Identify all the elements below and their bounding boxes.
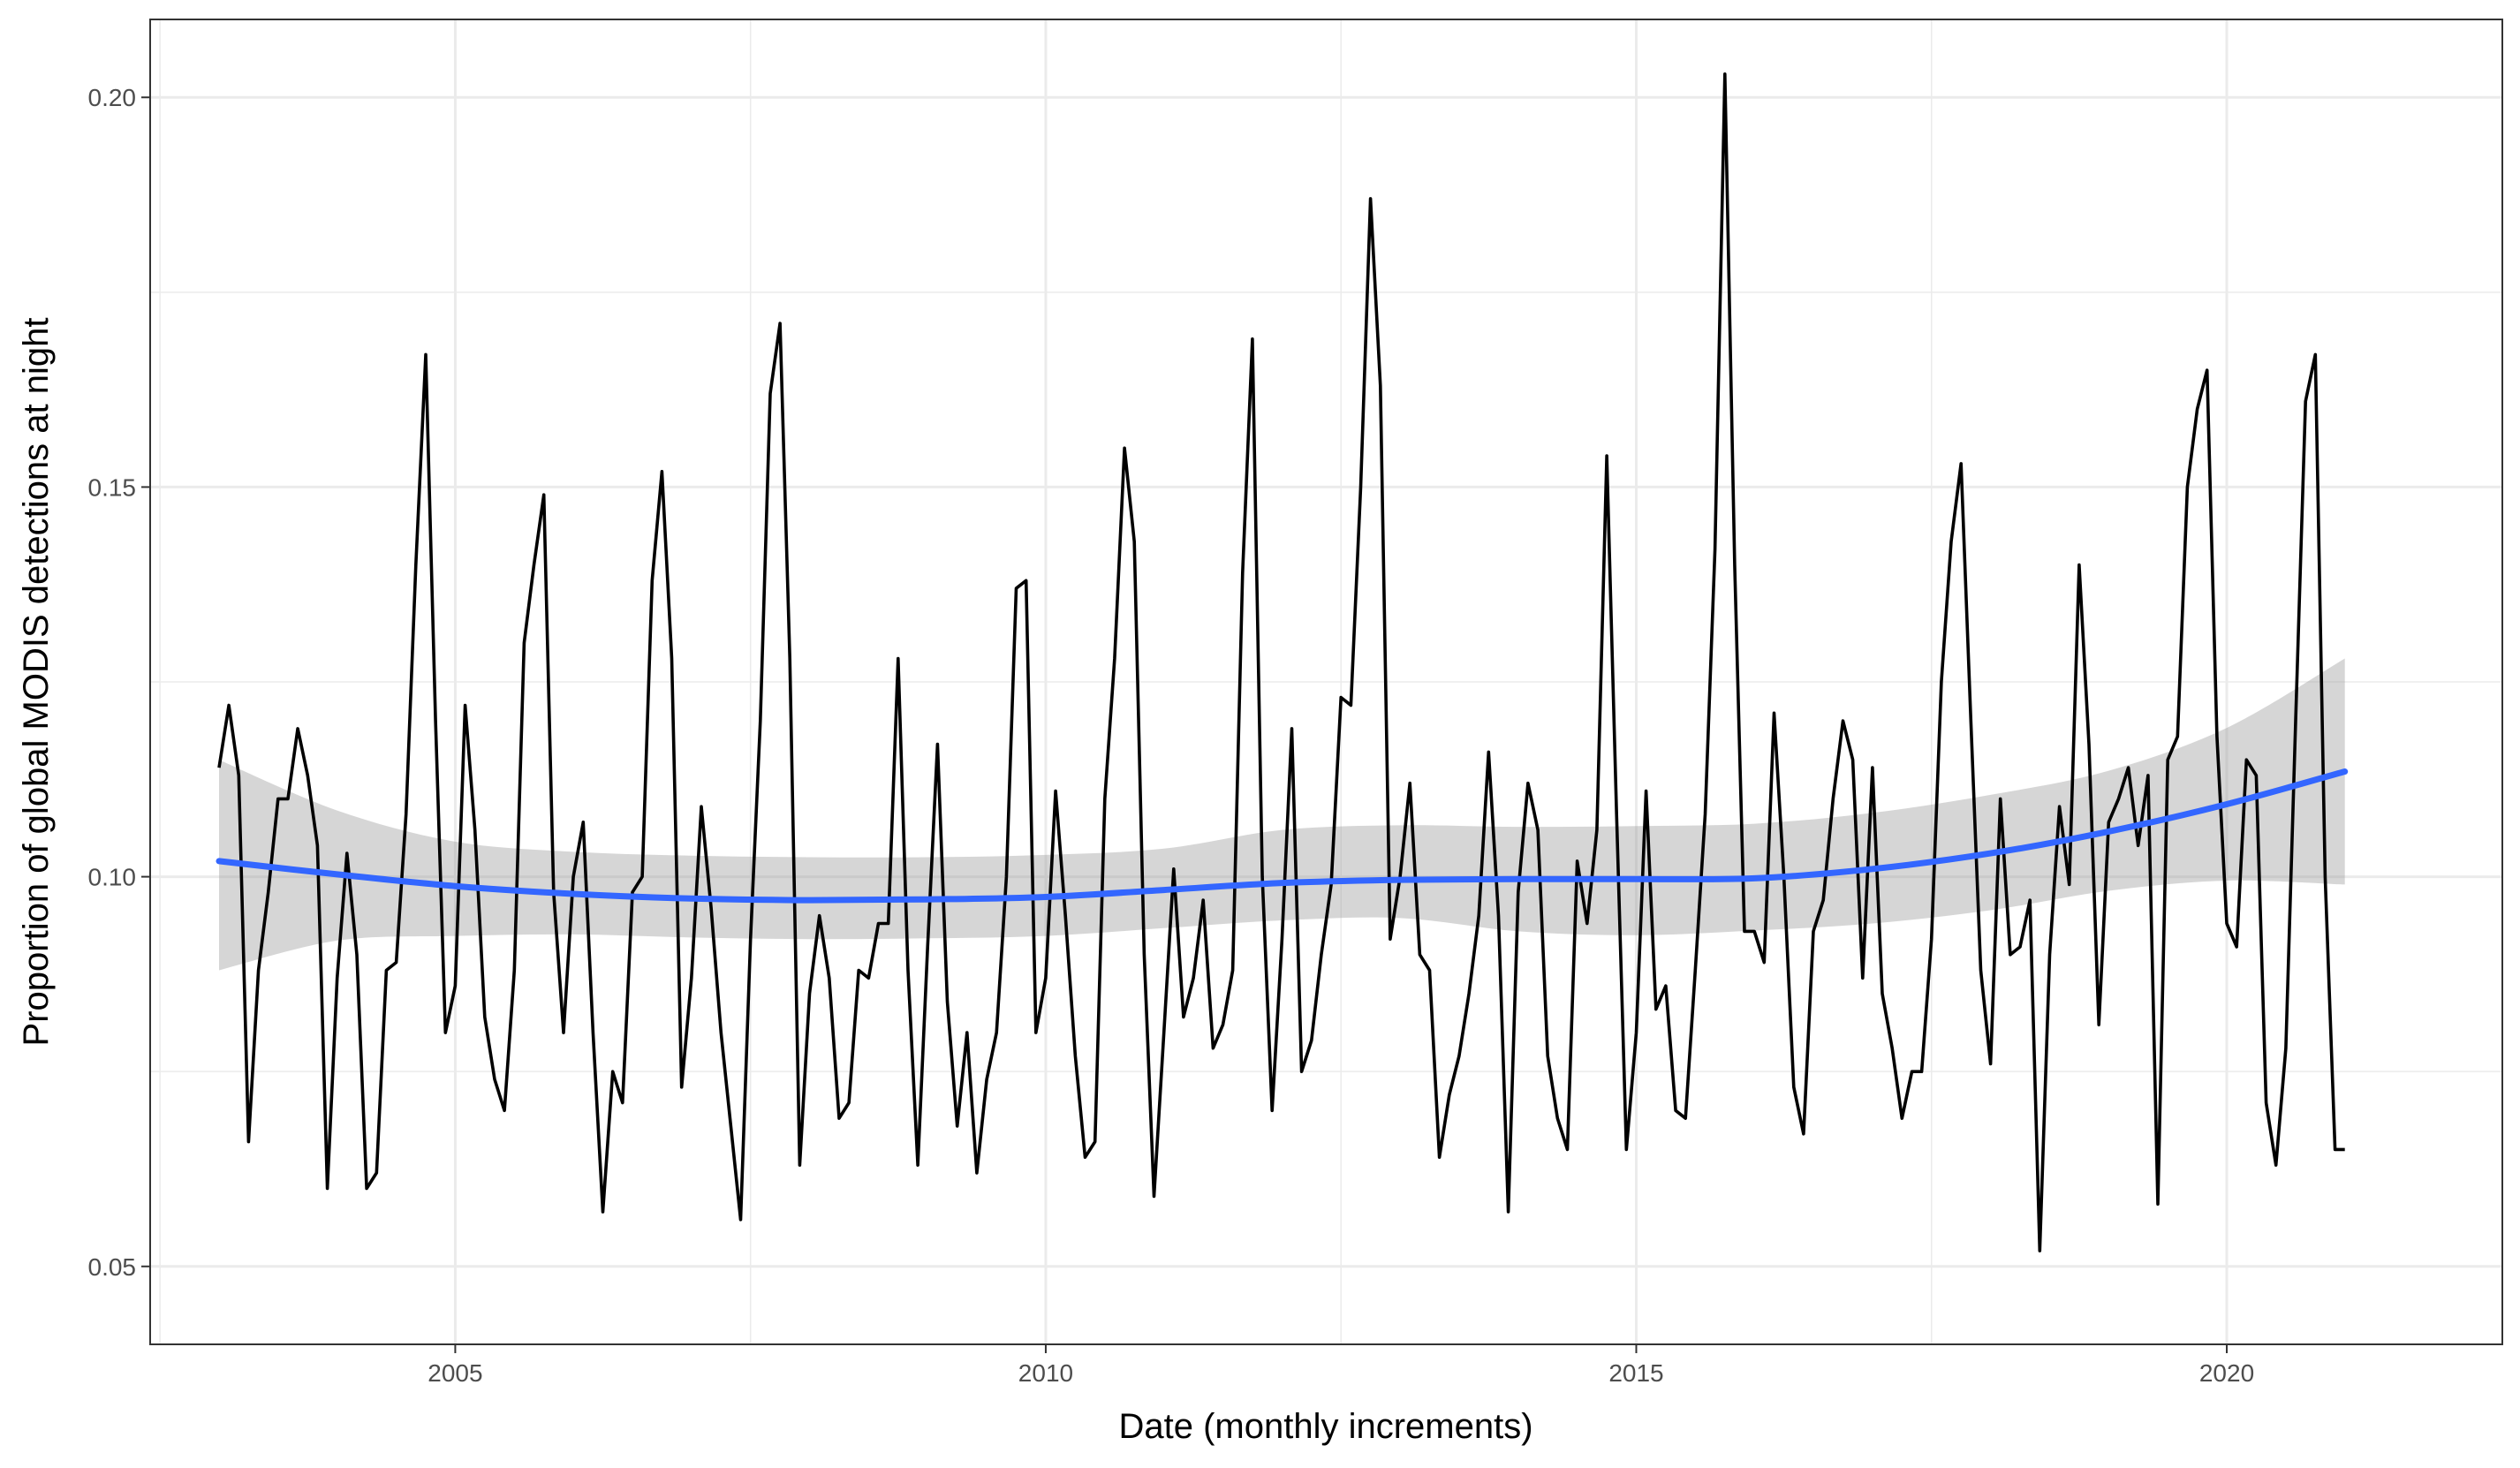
x-tick-label: 2010 — [1018, 1359, 1073, 1387]
y-tick-label: 0.05 — [88, 1253, 137, 1281]
y-tick-label: 0.10 — [88, 864, 137, 891]
x-axis: 2005 2010 2015 2020 — [428, 1344, 2254, 1387]
x-tick-label: 2005 — [428, 1359, 482, 1387]
y-tick-label: 0.15 — [88, 473, 137, 501]
smooth-trend-line — [216, 768, 2349, 904]
x-axis-title: Date (monthly increments) — [1118, 1407, 1532, 1446]
confidence-band — [219, 658, 2345, 971]
y-axis-title: Proportion of global MODIS detections at… — [17, 318, 56, 1047]
grid-major — [150, 19, 2502, 1344]
grid-minor — [150, 19, 2502, 1344]
plot-border — [149, 19, 2503, 1345]
observed-series-line — [217, 72, 2345, 1252]
x-tick-label: 2020 — [2199, 1359, 2254, 1387]
y-axis: 0.05 0.10 0.15 0.20 — [88, 84, 150, 1281]
x-tick-label: 2015 — [1608, 1359, 1663, 1387]
y-tick-label: 0.20 — [88, 84, 137, 111]
